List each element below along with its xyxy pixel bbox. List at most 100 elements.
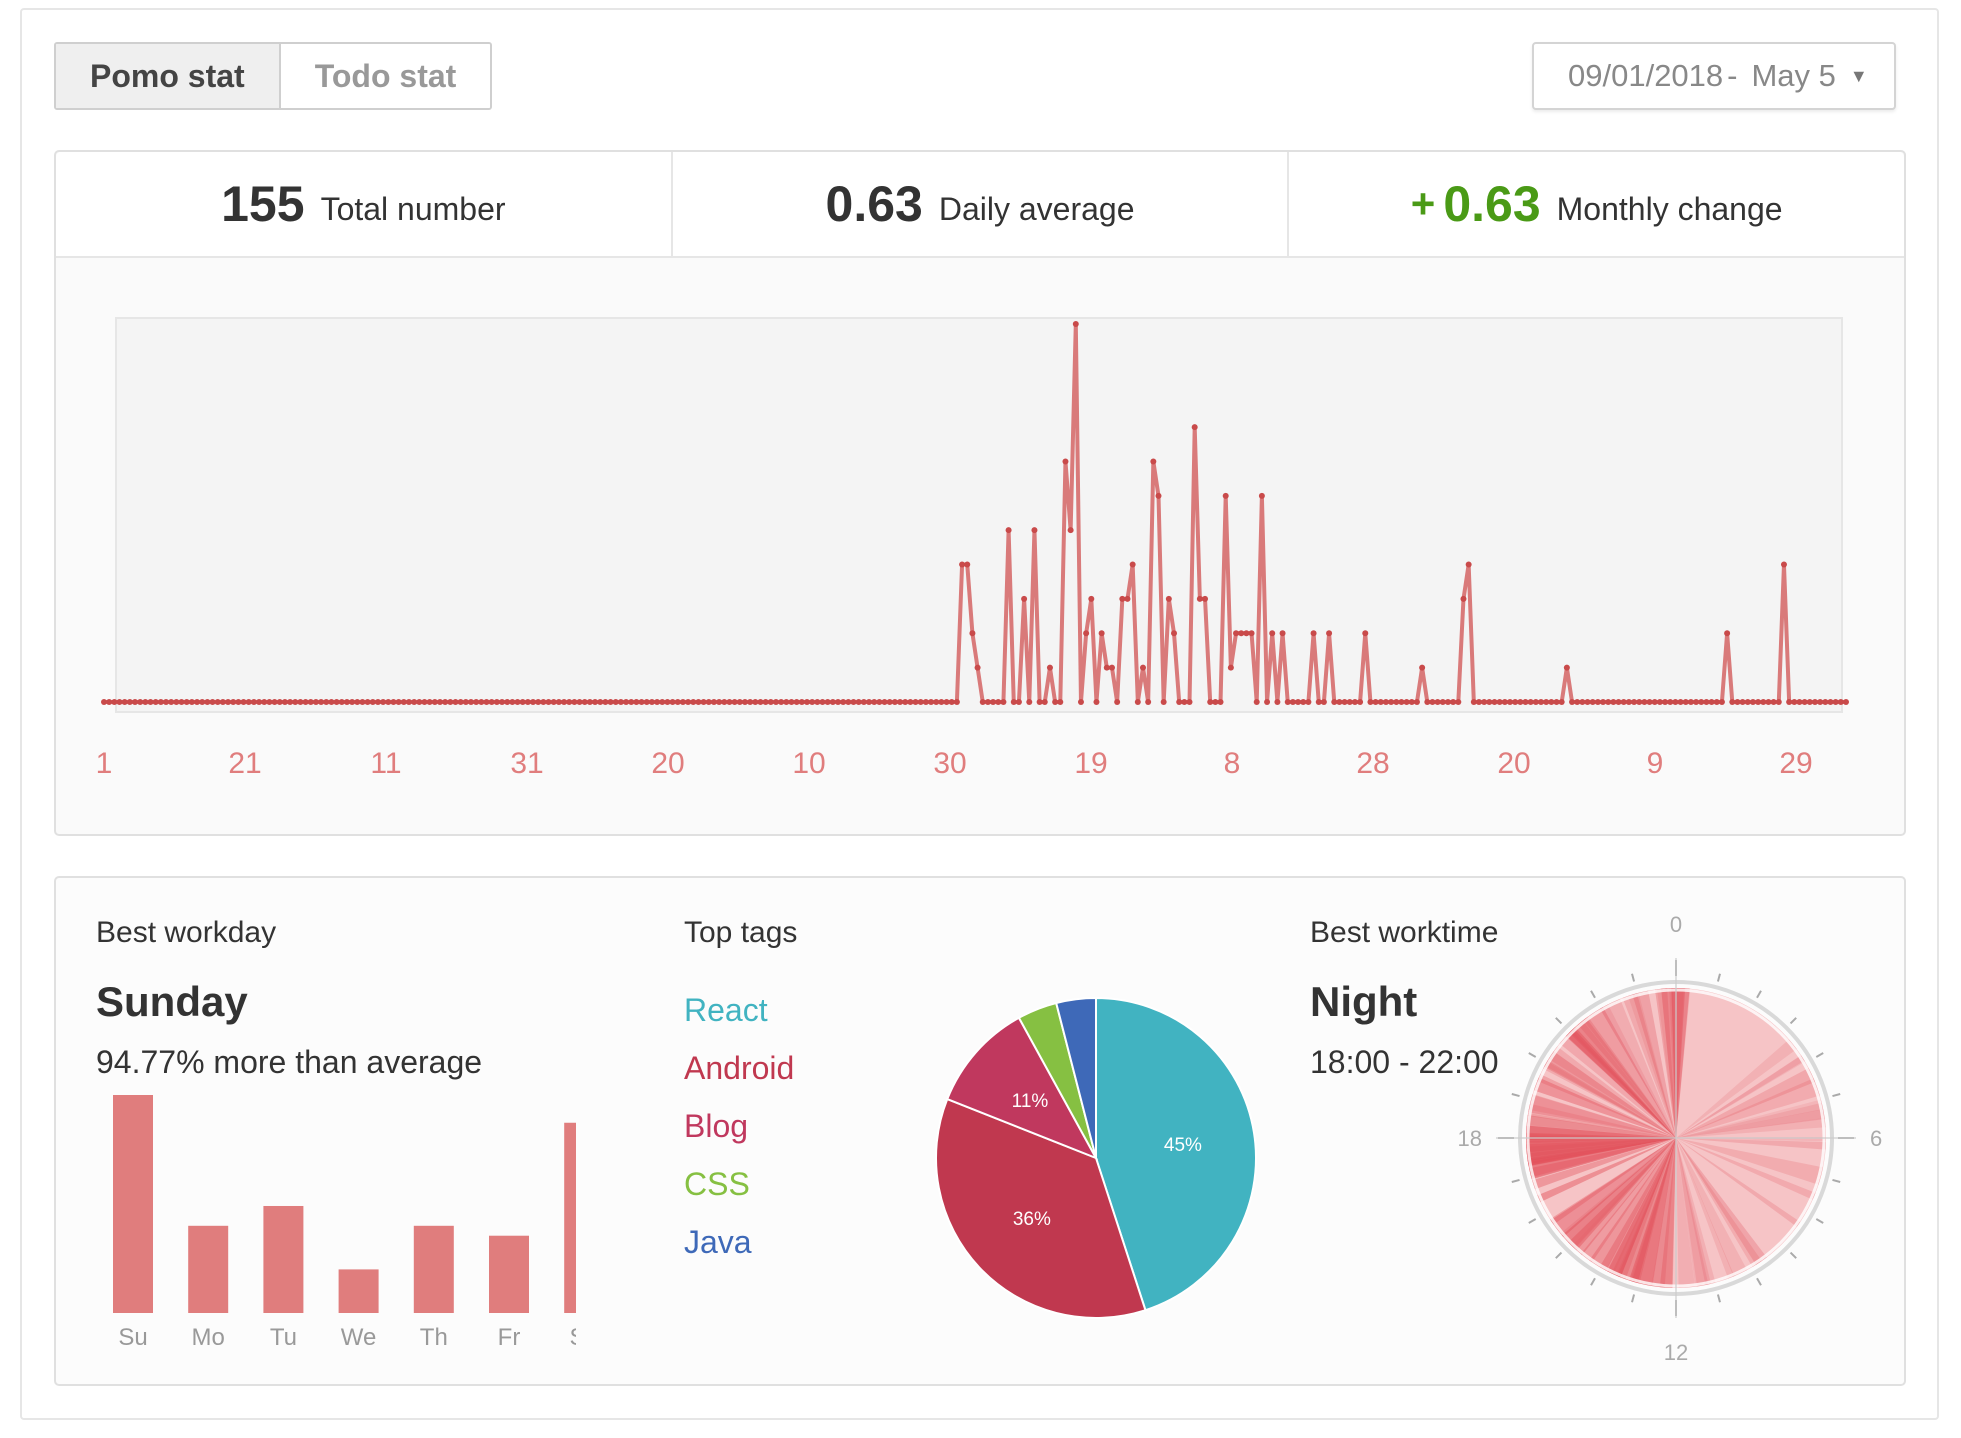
data-point	[101, 699, 107, 705]
data-point	[1496, 699, 1503, 705]
data-point	[829, 699, 836, 705]
data-point	[426, 699, 433, 705]
data-point	[943, 699, 950, 705]
data-point	[152, 699, 159, 705]
tag-item-css[interactable]: CSS	[684, 1166, 750, 1202]
bar-th	[413, 1225, 454, 1313]
data-point	[1305, 699, 1312, 705]
tag-item-blog[interactable]: Blog	[684, 1108, 749, 1144]
tag-item-android[interactable]: Android	[684, 1050, 795, 1086]
data-point	[1269, 630, 1276, 637]
data-point	[1279, 630, 1286, 637]
clock-wedge	[1676, 1138, 1709, 1287]
data-point	[1625, 699, 1632, 705]
pie-slice-java	[1054, 996, 1097, 1159]
clock-wedge	[1676, 1055, 1806, 1138]
data-point	[1749, 699, 1756, 705]
data-point	[230, 699, 237, 705]
data-point	[219, 699, 226, 705]
clock-wedge	[1544, 1046, 1676, 1138]
clock-wedge	[1676, 1138, 1735, 1279]
data-point	[1507, 699, 1514, 705]
data-point	[576, 699, 583, 705]
clock-tick	[1631, 1294, 1636, 1303]
clock-wedge	[1526, 1125, 1676, 1140]
data-point	[581, 699, 588, 705]
data-point	[1346, 699, 1353, 705]
data-point	[1067, 527, 1074, 534]
data-point	[1326, 630, 1333, 637]
data-point	[535, 699, 542, 705]
x-tick-label: 28	[1356, 747, 1389, 780]
clock-wedge	[1676, 1117, 1826, 1138]
data-point	[1610, 699, 1617, 705]
x-tick-label: 10	[792, 747, 825, 780]
best-worktime-range: 18:00 - 22:00	[1310, 1044, 1499, 1080]
date-range-picker[interactable]: 09/01/2018 - May 5 ▼	[1532, 42, 1896, 110]
clock-wedge	[1676, 1067, 1816, 1138]
x-tick-label: 11	[370, 747, 401, 780]
data-point	[240, 699, 247, 705]
data-point	[1465, 561, 1472, 568]
data-point	[1083, 630, 1090, 637]
data-point	[1357, 699, 1364, 705]
data-point	[1641, 699, 1648, 705]
data-point	[1600, 699, 1607, 705]
data-point	[1139, 664, 1146, 671]
data-point	[1171, 630, 1178, 637]
tab-todo-stat[interactable]: Todo stat	[280, 44, 491, 108]
data-point	[1129, 561, 1136, 568]
clock-wedge	[1529, 1138, 1676, 1180]
clock-wedge	[1676, 1039, 1797, 1138]
data-point	[168, 699, 175, 705]
data-point	[1367, 699, 1374, 705]
clock-wedge	[1616, 1138, 1676, 1284]
data-point	[457, 699, 464, 705]
tag-item-java[interactable]: Java	[684, 1224, 752, 1260]
tag-item-react[interactable]: React	[684, 992, 768, 1028]
data-point	[1718, 699, 1725, 705]
data-point	[1532, 699, 1539, 705]
data-point	[716, 699, 723, 705]
clock-wedge	[1676, 1138, 1824, 1185]
x-tick-label: 9	[1647, 747, 1664, 780]
data-point	[132, 699, 139, 705]
clock-tick	[1555, 1017, 1563, 1025]
data-point	[602, 699, 609, 705]
clock-wedge	[1526, 1138, 1676, 1167]
data-point	[1832, 699, 1839, 705]
data-point	[1393, 699, 1400, 705]
clock-wedge	[1599, 998, 1676, 1138]
best-workday-day: Sunday	[96, 978, 248, 1025]
data-point	[1786, 699, 1793, 705]
clock-wedge	[1527, 1138, 1676, 1166]
clock-wedge	[1526, 1135, 1676, 1159]
data-point	[731, 699, 738, 705]
data-point	[700, 699, 707, 705]
total-number-value: 155	[221, 176, 305, 232]
data-point	[1181, 699, 1188, 705]
x-tick-label: 20	[651, 747, 684, 780]
clock-wedge	[1526, 1138, 1676, 1162]
clock-wedge	[1526, 1138, 1676, 1162]
data-point	[1615, 699, 1622, 705]
data-point	[1072, 321, 1079, 327]
data-point	[1258, 492, 1265, 499]
data-point	[178, 699, 185, 705]
tab-pomo-stat[interactable]: Pomo stat	[56, 44, 281, 108]
data-point	[685, 699, 692, 705]
data-point	[1698, 699, 1705, 705]
clock-wedge	[1566, 1026, 1676, 1138]
data-point	[1191, 424, 1198, 431]
data-point	[1077, 699, 1084, 705]
date-range-end: May 5	[1751, 58, 1836, 93]
data-point	[1274, 699, 1281, 705]
data-point	[1548, 699, 1555, 705]
data-point	[1734, 699, 1741, 705]
data-point	[385, 699, 392, 705]
data-point	[1796, 699, 1803, 705]
clock-tick	[1815, 1218, 1824, 1224]
clock-wedge	[1526, 1114, 1676, 1139]
data-point	[1119, 595, 1126, 602]
data-point	[550, 699, 557, 705]
